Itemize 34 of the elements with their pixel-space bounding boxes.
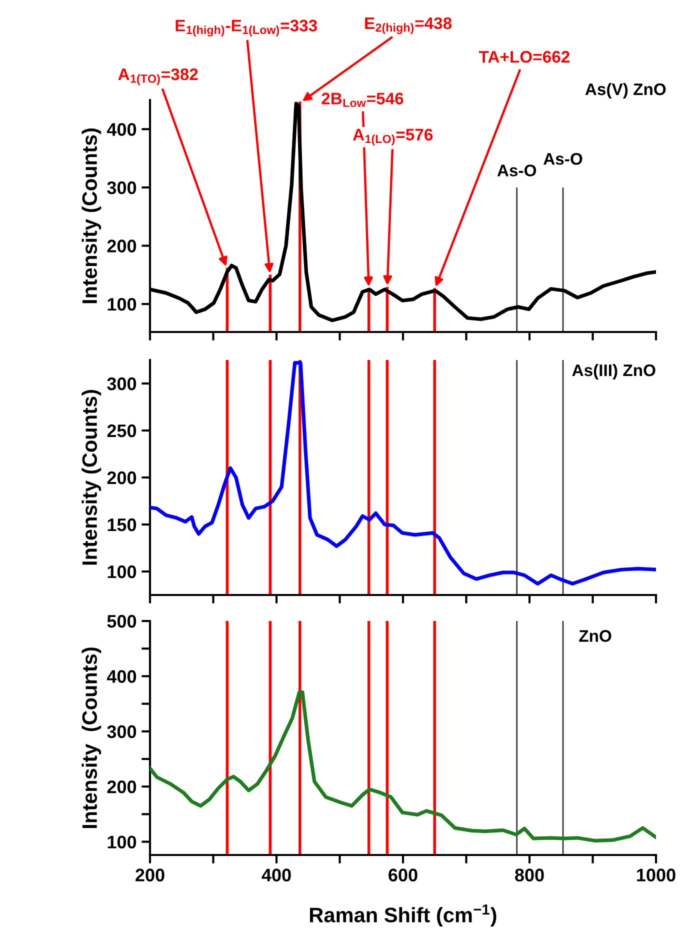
ref-line-label: As-O: [544, 152, 582, 165]
y-tick-label: 250: [107, 424, 136, 438]
x-tick-label: 600: [388, 868, 418, 882]
x-tick-label: 1000: [637, 868, 676, 882]
y-tick-label: 100: [108, 565, 136, 578]
annotation: 2B$_{Low}$=546: [322, 92, 404, 108]
y-axis-title: Intensity (Counts): [82, 648, 102, 828]
annotation: ZnO: [579, 630, 612, 642]
x-axis-title: Raman Shift (cm$^{−1}$): [310, 904, 496, 927]
y-tick-label: 300: [107, 377, 136, 390]
text: As(V) ZnO: [585, 82, 666, 98]
annotation: As(III) ZnO: [572, 364, 656, 380]
y-tick-label: 100: [108, 298, 136, 311]
y-tick-label: 300: [107, 725, 136, 738]
x-tick-label: 200: [136, 868, 164, 882]
y-tick-label: 400: [106, 670, 136, 683]
ref-line-label: As-O: [497, 164, 536, 176]
y-axis-title: Intensity (Counts): [82, 128, 102, 304]
annotation: A$_{1(TO)}$=382: [118, 68, 198, 86]
y-tick-label: 400: [106, 123, 136, 136]
y-tick-label: 500: [107, 614, 136, 628]
annotation: E$_{1(high)}$-E$_{1(Low)}$=333: [176, 20, 318, 36]
y-tick-label: 150: [108, 518, 136, 532]
x-tick-label: 800: [515, 868, 544, 882]
y-tick-label: 200: [107, 471, 136, 484]
y-tick-label: 300: [107, 181, 136, 194]
y-tick-label: 200: [107, 240, 136, 252]
annotation: E$_{2(high)}$=438: [365, 17, 452, 34]
y-tick-label: 200: [107, 780, 136, 794]
annotation: TA+LO=662: [478, 50, 570, 63]
annotation: A$_{1(LO)}$=576: [352, 128, 433, 146]
y-tick-label: 100: [108, 836, 136, 848]
x-tick-label: 400: [262, 868, 291, 882]
y-axis-title: Intensity (Counts): [82, 390, 102, 565]
